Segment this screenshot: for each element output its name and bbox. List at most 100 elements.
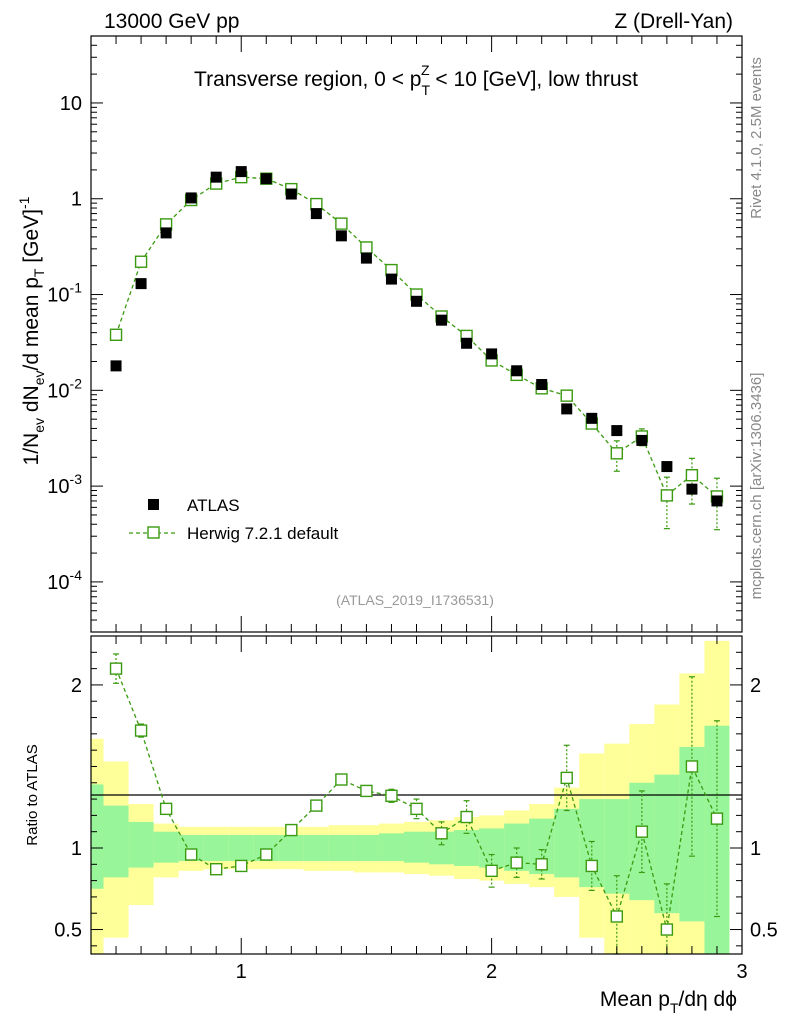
ratio-point xyxy=(560,771,573,785)
ratio-point xyxy=(610,910,624,923)
herwig-line xyxy=(115,176,718,497)
atlas-point xyxy=(285,188,297,200)
stat-uncertainty-band xyxy=(153,831,179,863)
ratio-y-tick-label-right: 2 xyxy=(750,675,761,697)
x-tick-label: 2 xyxy=(486,961,497,983)
y-tick-label: 1 xyxy=(71,189,82,211)
stat-uncertainty-band xyxy=(654,774,680,914)
ratio-point xyxy=(134,724,148,737)
stat-uncertainty-band xyxy=(629,782,655,901)
atlas-point xyxy=(436,314,448,326)
herwig-point xyxy=(610,447,624,460)
ratio-point xyxy=(585,859,598,873)
ratio-point xyxy=(485,864,498,878)
herwig-point xyxy=(360,241,373,254)
y-tick-label: 10 xyxy=(60,93,82,115)
legend-atlas-marker xyxy=(148,499,159,510)
atlas-point xyxy=(235,166,247,178)
ratio-x-ticks: 1 2 3 xyxy=(90,636,748,983)
stat-uncertainty-band xyxy=(479,828,505,868)
title-sup: Z xyxy=(421,62,430,78)
stat-uncertainty-band xyxy=(378,833,404,862)
stat-uncertainty-band xyxy=(554,808,580,878)
y-axis-label: 1/Nev dNev/d mean pT [GeV]-1 xyxy=(16,196,47,465)
y-tick-label: 10-1 xyxy=(47,280,82,307)
ratio-point xyxy=(435,827,448,840)
analysis-id: (ATLAS_2019_I1736531) xyxy=(336,592,494,608)
ratio-point xyxy=(710,812,724,825)
ratio-point xyxy=(184,848,198,861)
ratio-point xyxy=(535,858,548,871)
atlas-point xyxy=(511,365,523,377)
atlas-point xyxy=(711,495,723,507)
plot-title: Transverse region, 0 < pTZ < 10 [GeV], l… xyxy=(194,62,638,98)
stat-uncertainty-band xyxy=(103,805,129,878)
stat-uncertainty-band xyxy=(128,821,154,868)
ratio-point xyxy=(109,662,123,675)
atlas-point xyxy=(160,227,172,239)
y-tick-label: 10-4 xyxy=(47,567,82,594)
ratio-y-ticks: 0.5 0.5 1 1 2 2 xyxy=(54,651,778,947)
atlas-series xyxy=(110,166,723,507)
stat-uncertainty-band xyxy=(203,834,229,862)
legend-herwig-label: Herwig 7.2.1 default xyxy=(187,524,338,543)
atlas-point xyxy=(661,461,673,473)
main-y-ticks: 10-4 10-3 10-2 10-1 1 10 xyxy=(47,35,742,633)
ratio-y-tick-label: 2 xyxy=(71,675,82,697)
atlas-point xyxy=(611,425,623,437)
mcplots-url: mcplots.cern.ch [arXiv:1306.3436] xyxy=(748,373,765,600)
atlas-point xyxy=(310,208,322,220)
atlas-point xyxy=(210,171,222,183)
ratio-y-tick-label-right: 1 xyxy=(750,838,761,860)
atlas-point xyxy=(486,348,498,360)
stat-uncertainty-band xyxy=(604,799,630,894)
main-x-ticks xyxy=(90,36,743,632)
herwig-point xyxy=(560,389,573,402)
stat-uncertainty-band xyxy=(91,784,104,889)
ratio-point xyxy=(410,802,423,816)
ratio-point xyxy=(660,923,674,936)
stat-uncertainty-band xyxy=(228,834,254,862)
title-sub: T xyxy=(421,82,430,98)
herwig-point xyxy=(335,217,348,230)
atlas-point xyxy=(536,379,548,391)
stat-uncertainty-band xyxy=(403,831,430,863)
energy-label: 13000 GeV pp xyxy=(104,10,239,33)
herwig-point xyxy=(660,489,674,502)
atlas-point xyxy=(561,403,573,415)
ratio-point xyxy=(235,859,248,873)
stat-uncertainty-band xyxy=(353,834,379,862)
herwig-series xyxy=(109,170,724,531)
legend-herwig-marker xyxy=(147,526,160,539)
herwig-point xyxy=(685,469,699,482)
ratio-point xyxy=(285,823,298,837)
ratio-herwig-series xyxy=(109,653,724,955)
herwig-point xyxy=(310,197,323,211)
atlas-point xyxy=(385,273,397,285)
ratio-point xyxy=(310,799,323,812)
atlas-point xyxy=(461,337,473,349)
ratio-y-label: Ratio to ATLAS xyxy=(24,744,41,845)
ratio-y-tick-label-right: 0.5 xyxy=(750,920,778,942)
stat-uncertainty-band xyxy=(278,834,304,862)
ratio-point xyxy=(460,810,473,824)
rivet-version: Rivet 4.1.0, 2.5M events xyxy=(748,57,765,219)
process-label: Z (Drell-Yan) xyxy=(614,10,733,33)
atlas-point xyxy=(411,295,422,307)
atlas-point xyxy=(586,412,598,424)
ratio-bands xyxy=(91,640,730,954)
ratio-point xyxy=(385,789,398,803)
atlas-point xyxy=(260,173,272,185)
ratio-point xyxy=(685,760,699,773)
ratio-point xyxy=(335,773,348,786)
ratio-y-tick-label: 1 xyxy=(71,838,82,860)
atlas-point xyxy=(185,192,197,204)
y-tick-label: 10-3 xyxy=(47,471,82,498)
atlas-point xyxy=(636,434,648,446)
herwig-point xyxy=(109,328,123,341)
herwig-point xyxy=(134,255,148,268)
atlas-point xyxy=(335,230,347,242)
stat-uncertainty-band xyxy=(303,834,329,862)
x-tick-label: 1 xyxy=(236,961,247,983)
